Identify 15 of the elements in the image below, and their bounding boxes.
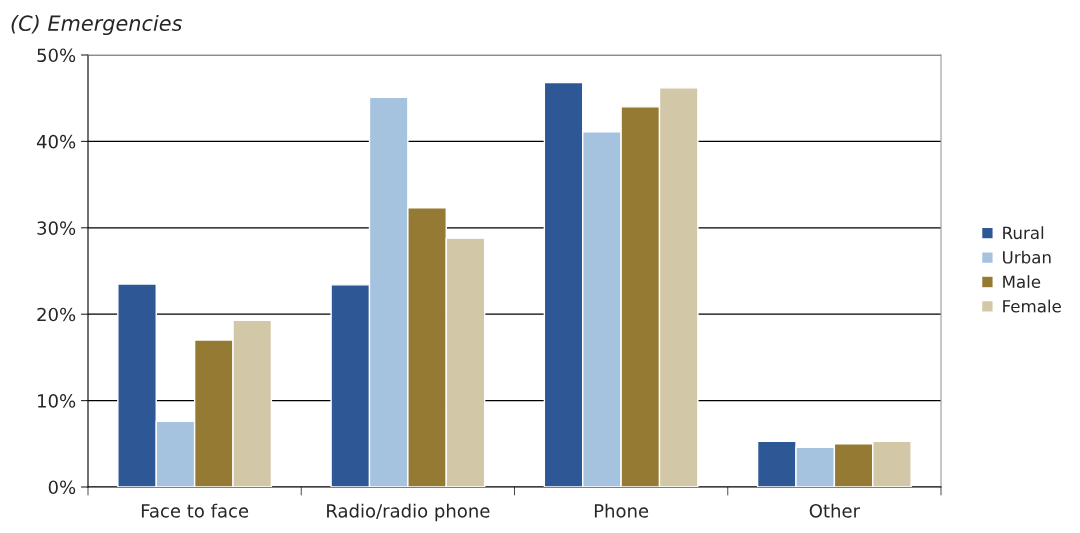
y-tick-label: 20% bbox=[37, 307, 76, 322]
y-tick-label: 30% bbox=[37, 221, 76, 235]
legend-label: Rural bbox=[1003, 226, 1044, 240]
y-tick-label: 50% bbox=[37, 48, 76, 63]
x-tick-label: Radio/radio phone bbox=[327, 503, 490, 522]
legend-label: Male bbox=[1003, 275, 1041, 289]
chart-title: (C) Emergencies bbox=[11, 14, 182, 36]
x-tick-label: Face to face bbox=[141, 503, 249, 518]
y-tick-label: 0% bbox=[48, 480, 76, 495]
y-tick-label: 40% bbox=[36, 134, 76, 149]
y-tick-label: 10% bbox=[38, 394, 76, 408]
x-tick-label: Phone bbox=[594, 503, 649, 518]
x-tick-label: Other bbox=[809, 503, 861, 518]
legend-label: Urban bbox=[1003, 250, 1051, 264]
legend-label: Female bbox=[1003, 299, 1061, 313]
